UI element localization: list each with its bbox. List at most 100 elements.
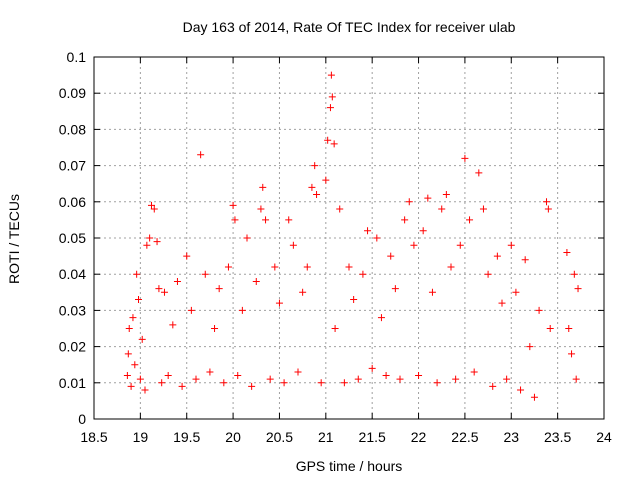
- data-point: [470, 368, 478, 376]
- data-point: [489, 382, 497, 390]
- x-tick-label: 19: [133, 429, 149, 445]
- y-tick-label: 0.07: [59, 158, 86, 174]
- data-point: [187, 306, 195, 314]
- data-point: [543, 198, 551, 206]
- data-point: [160, 288, 168, 296]
- data-point: [123, 372, 131, 380]
- data-point: [373, 234, 381, 242]
- data-point: [568, 350, 576, 358]
- data-point: [410, 241, 418, 249]
- data-point: [138, 335, 146, 343]
- data-point: [311, 162, 319, 170]
- data-point: [231, 216, 239, 224]
- data-point: [220, 379, 228, 387]
- data-point: [368, 364, 376, 372]
- data-point: [503, 375, 511, 383]
- data-point: [526, 343, 534, 351]
- data-point: [359, 270, 367, 278]
- data-point: [173, 277, 181, 285]
- data-point: [224, 263, 232, 271]
- data-point: [313, 191, 321, 199]
- x-tick-label: 20: [225, 429, 241, 445]
- x-tick-label: 23: [503, 429, 519, 445]
- x-tick-label: 24: [596, 429, 612, 445]
- x-tick-label: 21.5: [359, 429, 386, 445]
- data-point: [257, 205, 265, 213]
- data-point: [570, 270, 578, 278]
- y-tick-label: 0.05: [59, 230, 86, 246]
- data-point: [345, 263, 353, 271]
- x-tick-label: 18.5: [80, 429, 107, 445]
- data-point: [164, 372, 172, 380]
- y-tick-label: 0.04: [59, 266, 86, 282]
- data-point: [248, 382, 256, 390]
- y-tick-label: 0.1: [67, 49, 87, 65]
- data-point: [507, 241, 515, 249]
- data-point: [572, 375, 580, 383]
- data-point: [364, 227, 372, 235]
- data-point: [544, 205, 552, 213]
- data-point: [484, 270, 492, 278]
- data-point: [322, 176, 330, 184]
- data-point: [493, 252, 501, 260]
- data-point: [124, 350, 132, 358]
- data-point: [336, 205, 344, 213]
- data-point: [377, 314, 385, 322]
- data-point: [289, 241, 297, 249]
- data-point: [563, 248, 571, 256]
- data-point: [238, 306, 246, 314]
- chart-title: Day 163 of 2014, Rate Of TEC Index for r…: [183, 19, 516, 35]
- data-point: [546, 325, 554, 332]
- data-point: [498, 299, 506, 307]
- y-tick-label: 0.09: [59, 85, 86, 101]
- x-tick-label: 22.5: [451, 429, 478, 445]
- y-tick-label: 0.01: [59, 375, 86, 391]
- data-point: [206, 368, 214, 376]
- data-point: [285, 216, 293, 224]
- data-point: [234, 372, 242, 380]
- data-point: [131, 361, 139, 369]
- data-point: [387, 252, 395, 260]
- data-point: [424, 194, 432, 202]
- data-point: [262, 216, 270, 224]
- data-point: [466, 216, 474, 224]
- data-point: [401, 216, 409, 224]
- data-point: [396, 375, 404, 383]
- y-tick-label: 0.08: [59, 121, 86, 137]
- x-tick-label: 23.5: [544, 429, 571, 445]
- data-point: [135, 296, 143, 304]
- data-point: [129, 314, 137, 322]
- data-point: [419, 227, 427, 235]
- data-point: [178, 382, 186, 390]
- data-point: [141, 386, 149, 394]
- data-point: [565, 325, 573, 332]
- data-point: [461, 154, 469, 162]
- grid-lines: [94, 57, 604, 419]
- y-tick-label: 0.03: [59, 302, 86, 318]
- data-point: [405, 198, 413, 206]
- data-point: [197, 151, 205, 159]
- y-tick-label: 0.06: [59, 194, 86, 210]
- data-point: [136, 375, 144, 383]
- data-point: [382, 372, 390, 380]
- data-point: [259, 183, 267, 191]
- data-point: [521, 256, 529, 264]
- y-tick-label: 0.02: [59, 339, 86, 355]
- data-point: [303, 263, 311, 271]
- x-tick-label: 21: [318, 429, 334, 445]
- data-point: [127, 382, 135, 390]
- y-tick-label: 0: [78, 411, 86, 427]
- y-axis-label: ROTI / TECUs: [6, 194, 22, 284]
- data-point: [133, 270, 141, 278]
- data-point: [143, 241, 151, 249]
- data-point: [243, 234, 251, 242]
- data-point: [340, 379, 348, 387]
- data-point: [350, 296, 358, 304]
- data-point: [150, 205, 158, 213]
- data-point: [442, 191, 450, 199]
- data-points: [123, 71, 582, 401]
- data-point: [146, 234, 154, 242]
- data-point: [169, 321, 177, 329]
- data-point: [252, 277, 260, 285]
